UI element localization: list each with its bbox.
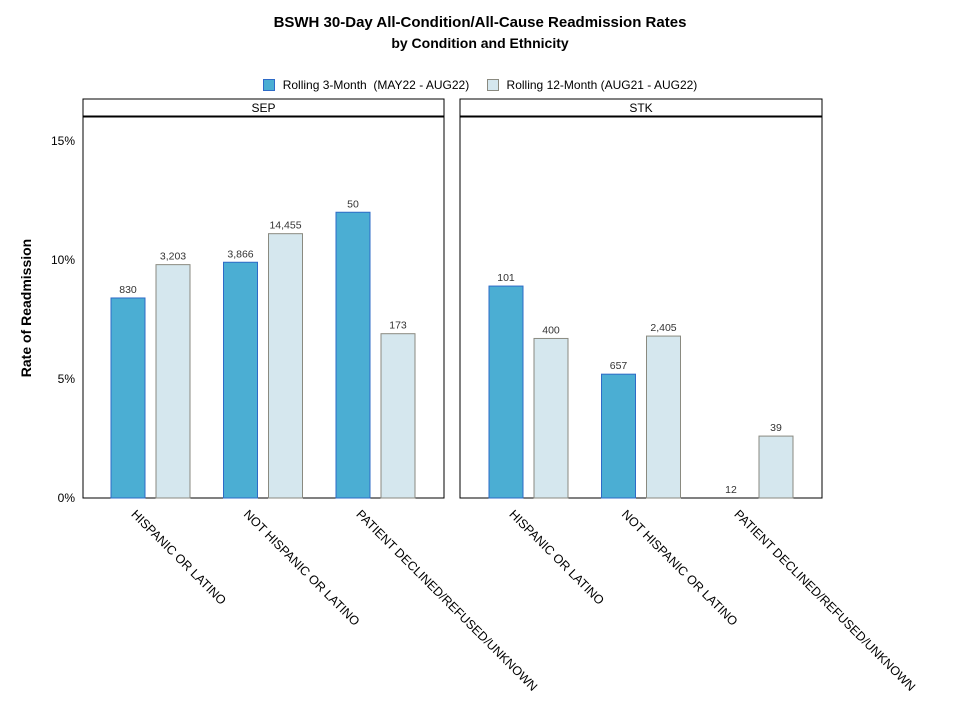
bar-stk-hispanic-or-latino-series-2[interactable] xyxy=(533,337,569,499)
x-tick-label: PATIENT DECLINED/REFUSED/UNKNOWN xyxy=(353,507,540,694)
legend-label-rolling-12-month: Rolling 12-Month (AUG21 - AUG22) xyxy=(506,78,698,92)
y-tick-label: 10% xyxy=(51,253,75,267)
legend-label-rolling-3-month: Rolling 3-Month (MAY22 - AUG22) xyxy=(282,78,470,92)
panel-frame-sep xyxy=(82,116,445,499)
x-tick-label: HISPANIC OR LATINO xyxy=(506,507,607,608)
data-label: 400 xyxy=(542,324,560,336)
data-label: 3,866 xyxy=(227,248,253,260)
y-tick-label: 5% xyxy=(58,372,76,386)
x-tick-label: HISPANIC OR LATINO xyxy=(128,507,229,608)
x-tick-label: NOT HISPANIC OR LATINO xyxy=(241,507,363,629)
legend-swatch-rolling-12-month xyxy=(486,79,499,91)
data-label: 657 xyxy=(610,360,628,372)
bar-sep-not-hispanic-or-latino-series-2[interactable] xyxy=(268,233,303,499)
bar-stk-not-hispanic-or-latino-series-2[interactable] xyxy=(646,335,681,499)
bar-stk-hispanic-or-latino-series-1[interactable] xyxy=(488,285,524,499)
y-tick-label: 15% xyxy=(51,134,75,148)
chart-subtitle: by Condition and Ethnicity xyxy=(391,35,569,51)
panel-title-stk: STK xyxy=(629,101,652,115)
bar-sep-hispanic-or-latino-series-1[interactable] xyxy=(110,297,146,499)
legend-item-rolling-3-month[interactable]: Rolling 3-Month (MAY22 - AUG22) xyxy=(262,78,470,92)
data-label: 101 xyxy=(497,272,515,284)
data-label: 2,405 xyxy=(650,322,676,334)
data-label: 50 xyxy=(347,198,359,210)
data-label: 14,455 xyxy=(269,220,301,232)
bar-stk-not-hispanic-or-latino-series-1[interactable] xyxy=(601,373,636,499)
chart-title: BSWH 30-Day All-Condition/All-Cause Read… xyxy=(273,14,687,31)
panel-header-sep xyxy=(82,98,445,117)
data-label: 12 xyxy=(725,484,737,496)
panel-frame-stk xyxy=(459,116,823,499)
data-label: 39 xyxy=(770,422,782,434)
panel-header-stk xyxy=(459,98,823,117)
bar-sep-patient-declined-refused-unknown-series-1[interactable] xyxy=(335,211,371,499)
x-tick-label: NOT HISPANIC OR LATINO xyxy=(619,507,741,629)
legend: Rolling 3-Month (MAY22 - AUG22) Rolling … xyxy=(0,78,960,94)
data-label: 830 xyxy=(119,284,137,296)
legend-item-rolling-12-month[interactable]: Rolling 12-Month (AUG21 - AUG22) xyxy=(486,78,698,92)
x-tick-label: PATIENT DECLINED/REFUSED/UNKNOWN xyxy=(731,507,918,694)
legend-swatch-rolling-3-month xyxy=(262,79,275,91)
y-tick-label: 0% xyxy=(58,491,76,505)
bar-sep-patient-declined-refused-unknown-series-2[interactable] xyxy=(380,333,416,499)
bar-sep-not-hispanic-or-latino-series-1[interactable] xyxy=(223,261,258,499)
bar-sep-hispanic-or-latino-series-2[interactable] xyxy=(155,264,191,499)
bar-stk-patient-declined-refused-unknown-series-2[interactable] xyxy=(758,435,794,499)
panel-title-sep: SEP xyxy=(251,101,275,115)
data-label: 173 xyxy=(389,320,407,332)
data-label: 3,203 xyxy=(160,251,186,263)
